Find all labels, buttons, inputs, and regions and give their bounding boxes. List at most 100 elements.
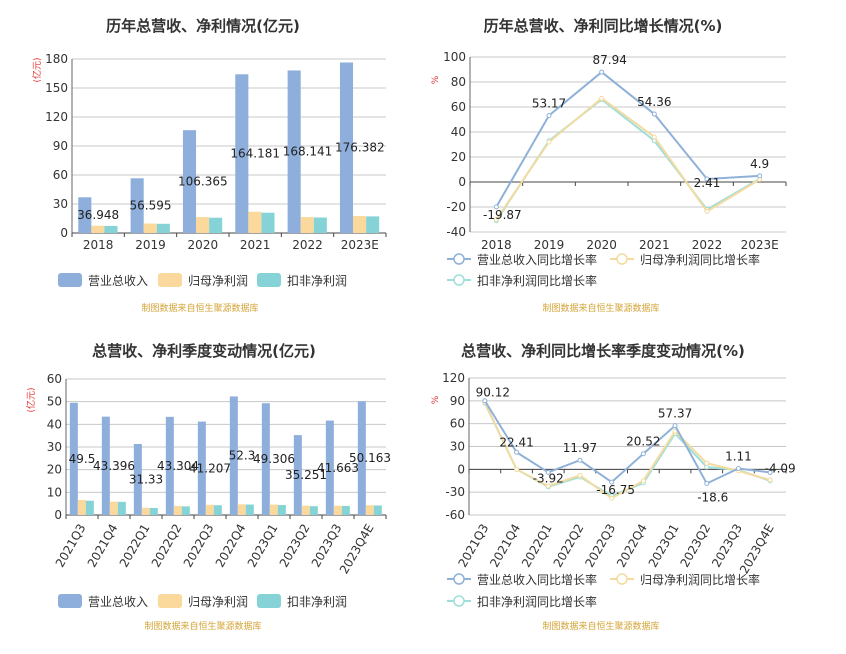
legend-label-revenue: 营业总收入 [88, 595, 148, 609]
legend-swatch-revenue [58, 594, 82, 608]
data-point-revenue-growth [704, 176, 710, 182]
y-tick-label: 90 [450, 394, 465, 408]
y-tick-label: 0 [457, 462, 465, 476]
data-point-revenue-growth [482, 398, 488, 404]
y-tick-label: 80 [451, 75, 466, 89]
bar-deducted-net-profit [213, 505, 222, 515]
bar-value-label: 49.5 [69, 452, 96, 466]
x-tick-label: 2023Q3 [709, 522, 745, 570]
data-point-revenue-growth [545, 469, 551, 475]
y-tick-label: 20 [47, 463, 62, 477]
data-point-net-profit-growth [546, 139, 552, 145]
y-tick-label: 60 [450, 417, 465, 431]
x-tick-label: 2022Q2 [551, 522, 587, 570]
y-tick-label: -60 [445, 508, 465, 522]
data-point-net-profit-growth [577, 472, 583, 478]
point-value-label: 57.37 [658, 407, 692, 421]
x-tick-label: 2020 [188, 238, 219, 252]
bar-net-profit [353, 216, 367, 233]
data-source-note: 制图数据来自恒生聚源数据库 [542, 302, 659, 314]
data-source-note: 制图数据来自恒生聚源数据库 [542, 620, 659, 632]
legend-marker-revenue-growth [453, 253, 465, 265]
bar-net-profit [77, 500, 86, 515]
bar-revenue [293, 435, 302, 515]
point-value-label: 11.97 [563, 441, 597, 455]
legend-marker-revenue-growth [453, 573, 465, 585]
legend-label-revenue: 营业总收入 [88, 274, 148, 288]
y-tick-label: 180 [45, 52, 68, 66]
data-point-revenue-growth [493, 204, 499, 210]
data-point-revenue-growth [514, 449, 520, 455]
bar-deducted-net-profit [341, 505, 350, 515]
quarterly-growth-chart: 总营收、净利同比增长率季度变动情况(%)% -60 -30 0 30 60 90 120 202… [431, 342, 796, 632]
x-tick-label: 2022Q1 [519, 522, 555, 570]
data-source-note: 制图数据来自恒生聚源数据库 [144, 620, 261, 632]
legend-swatch-net-profit [158, 273, 182, 287]
series-line-revenue-growth [483, 400, 771, 485]
x-tick-label: 2022Q1 [117, 522, 153, 570]
bar-revenue [325, 420, 334, 515]
x-tick-label: 2023Q1 [646, 522, 682, 570]
legend-label-deducted-net-profit: 扣非净利润 [287, 595, 347, 609]
annual-revenue-profit-panel: 历年总营收、净利情况(亿元) (亿元) 0 30 60 90 120 150 180 2018 20… [0, 0, 423, 325]
bar-net-profit [205, 504, 214, 515]
y-tick-label: 60 [451, 100, 466, 114]
legend-label-net-profit: 归母净利润 [188, 274, 248, 288]
data-point-revenue-growth [577, 457, 583, 463]
bar-net-profit [248, 211, 262, 233]
x-tick-label: 2023E [741, 238, 779, 252]
bar-deducted-net-profit [261, 212, 275, 233]
point-value-label: -16.75 [596, 483, 635, 497]
bar-deducted-net-profit [85, 500, 94, 515]
data-point-net-profit-growth [704, 208, 710, 214]
point-value-label: 20.52 [626, 435, 660, 449]
x-tick-label: 2021 [639, 238, 670, 252]
y-tick-label: 20 [451, 150, 466, 164]
annual-growth-chart: 历年总营收、净利同比增长情况(%)% -40 -20 0 20 40 60 80 100 2018… [431, 17, 787, 314]
y-tick-label: 150 [45, 81, 68, 95]
y-tick-label: 60 [47, 372, 62, 386]
data-point-net-profit-growth [609, 495, 615, 501]
chart-title: 历年总营收、净利情况(亿元) [106, 17, 300, 35]
bar-revenue [69, 402, 78, 515]
bar-net-profit [269, 504, 278, 515]
x-tick-label: 2022Q3 [181, 522, 217, 570]
legend-label-net-profit-growth: 归母净利润同比增长率 [640, 252, 760, 267]
x-tick-label: 2021Q3 [53, 522, 89, 570]
chart-title: 历年总营收、净利同比增长情况(%) [484, 17, 723, 35]
bar-value-label: 50.163 [349, 451, 391, 465]
x-tick-label: 2019 [135, 238, 166, 252]
quarterly-growth-panel: 总营收、净利同比增长率季度变动情况(%)% -60 -30 0 30 60 90 120 202… [423, 325, 846, 650]
bar-value-label: 168.141 [283, 145, 333, 159]
data-point-revenue-growth [609, 479, 615, 485]
bar-revenue [78, 197, 92, 233]
bar-deducted-net-profit [209, 217, 223, 233]
x-tick-label: 2023Q2 [277, 522, 313, 570]
x-tick-label: 2022Q3 [582, 522, 618, 570]
bar-net-profit [300, 217, 314, 233]
bar-revenue [197, 421, 206, 515]
annual-revenue-profit-chart: 历年总营收、净利情况(亿元) (亿元) 0 30 60 90 120 150 180 2018 20… [31, 17, 387, 314]
y-tick-label: 50 [47, 395, 62, 409]
legend-label-net-profit-growth: 归母净利润同比增长率 [640, 572, 760, 587]
data-point-net-profit-growth [545, 483, 551, 489]
bar-net-profit [333, 505, 342, 515]
y-tick-label: 30 [53, 197, 68, 211]
point-value-label: -4.09 [765, 461, 796, 475]
bar-revenue [339, 62, 354, 233]
y-tick-label: 120 [45, 110, 68, 124]
legend-marker-deducted-net-profit-growth [453, 595, 465, 607]
data-point-revenue-growth [757, 173, 763, 179]
bar-net-profit [365, 505, 374, 515]
bar-deducted-net-profit [277, 505, 286, 515]
point-value-label: -19.87 [483, 208, 522, 222]
legend-label-net-profit: 归母净利润 [188, 595, 248, 609]
point-value-label: -18.6 [697, 490, 728, 504]
bar-revenue [182, 130, 197, 233]
data-point-net-profit-growth [767, 477, 773, 483]
series-line-net-profit-growth [483, 401, 771, 500]
y-axis-unit: % [431, 395, 441, 404]
bar-value-label: 52.3 [229, 449, 256, 463]
point-value-label: 1.11 [725, 449, 752, 463]
data-point-net-profit-growth [599, 95, 605, 101]
